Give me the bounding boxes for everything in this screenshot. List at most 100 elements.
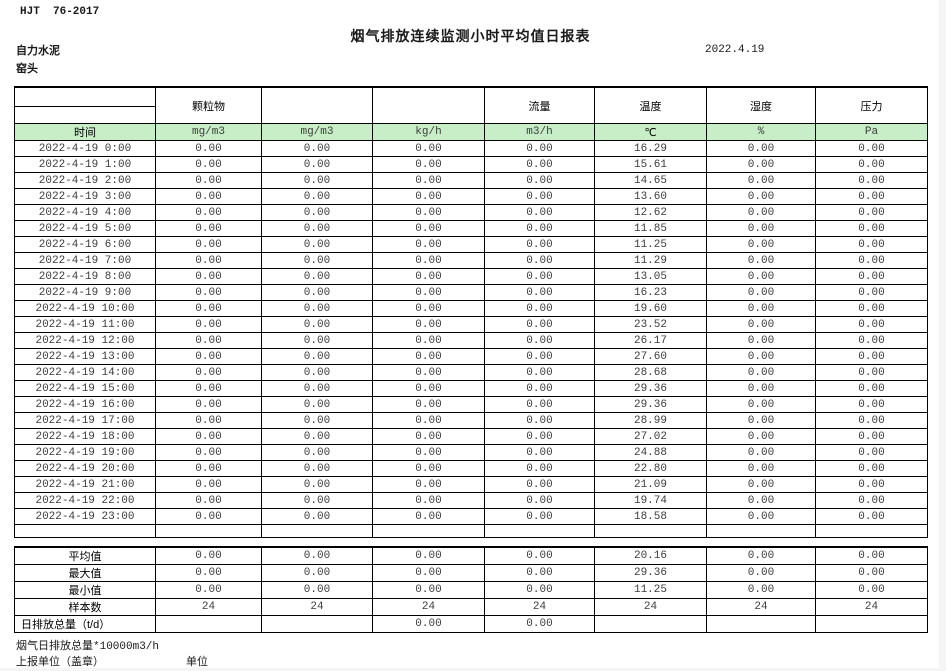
hourly-row: 2022-4-19 14:00 0.00 0.00 0.00 0.00 28.68 0.00… (14, 364, 928, 381)
value-cell: 0.00 (372, 396, 485, 413)
value-cell: 0.00 (261, 140, 373, 157)
value-cell: 0.00 (706, 300, 816, 317)
value-cell: 0.00 (484, 172, 595, 189)
time-cell: 2022-4-19 17:00 (14, 412, 156, 429)
value-cell: 0.00 (261, 508, 373, 525)
value-cell: 0.00 (372, 476, 485, 493)
value-cell: 0.00 (815, 236, 928, 253)
value-cell: 0.00 (261, 252, 373, 269)
value-cell: 0.00 (706, 204, 816, 221)
value-cell: 21.09 (594, 476, 707, 493)
value-cell: 0.00 (261, 268, 373, 285)
value-cell: 0.00 (261, 156, 373, 173)
value-cell: 0.00 (372, 204, 485, 221)
hourly-row: 2022-4-19 0:00 0.00 0.00 0.00 0.00 16.29 0.00 0… (14, 140, 928, 157)
value-cell: 0.00 (484, 140, 595, 157)
value-cell: 0.00 (372, 380, 485, 397)
summary-value: 20.16 (594, 546, 707, 565)
summary-value: 0.00 (261, 564, 373, 582)
value-cell: 12.62 (594, 204, 707, 221)
value-cell: 0.00 (155, 444, 262, 461)
value-cell: 0.00 (155, 284, 262, 301)
value-cell: 0.00 (706, 476, 816, 493)
summary-value (261, 615, 373, 633)
value-cell: 0.00 (261, 396, 373, 413)
value-cell: 16.29 (594, 140, 707, 157)
hourly-row: 2022-4-19 22:00 0.00 0.00 0.00 0.00 19.74 0.00… (14, 492, 928, 509)
value-cell: 0.00 (706, 396, 816, 413)
value-cell: 0.00 (261, 300, 373, 317)
blank-cell (155, 524, 262, 538)
hourly-row: 2022-4-19 18:00 0.00 0.00 0.00 0.00 27.02 0.00… (14, 428, 928, 445)
hourly-row: 2022-4-19 23:00 0.00 0.00 0.00 0.00 18.58 0.00… (14, 508, 928, 525)
value-cell: 11.25 (594, 236, 707, 253)
col-group-blank-2 (372, 86, 485, 124)
value-cell: 0.00 (261, 284, 373, 301)
unit-m3-h: m3/h (484, 123, 595, 141)
hourly-row: 2022-4-19 2:00 0.00 0.00 0.00 0.00 14.65 0.00 0… (14, 172, 928, 189)
value-cell: 0.00 (372, 172, 485, 189)
value-cell: 0.00 (815, 476, 928, 493)
summary-label: 平均值 (14, 546, 156, 565)
value-cell: 0.00 (815, 508, 928, 525)
summary-value (815, 615, 928, 633)
value-cell: 0.00 (706, 332, 816, 349)
value-cell: 0.00 (155, 332, 262, 349)
value-cell: 0.00 (155, 348, 262, 365)
value-cell: 0.00 (372, 444, 485, 461)
hourly-row: 2022-4-19 9:00 0.00 0.00 0.00 0.00 16.23 0.00 0… (14, 284, 928, 301)
value-cell: 0.00 (484, 300, 595, 317)
summary-value: 0.00 (261, 546, 373, 565)
time-cell: 2022-4-19 2:00 (14, 172, 156, 189)
value-cell: 0.00 (815, 444, 928, 461)
header-blank-top (14, 86, 156, 107)
value-cell: 0.00 (484, 156, 595, 173)
time-cell: 2022-4-19 15:00 (14, 380, 156, 397)
hourly-row: 2022-4-19 6:00 0.00 0.00 0.00 0.00 11.25 0.00 0… (14, 236, 928, 253)
time-cell: 2022-4-19 12:00 (14, 332, 156, 349)
daily-total-note: 烟气日排放总量*10000m3/h (16, 641, 160, 653)
time-cell: 2022-4-19 16:00 (14, 396, 156, 413)
value-cell: 0.00 (261, 204, 373, 221)
summary-table: 平均值 0.00 0.00 0.00 0.00 20.16 0.00 0.00 最大值 0.00 0… (14, 546, 928, 633)
unit-percent: % (706, 123, 816, 141)
value-cell: 27.60 (594, 348, 707, 365)
value-cell: 0.00 (706, 252, 816, 269)
value-cell: 0.00 (155, 316, 262, 333)
hourly-row: 2022-4-19 19:00 0.00 0.00 0.00 0.00 24.88 0.00… (14, 444, 928, 461)
summary-value: 24 (815, 598, 928, 616)
value-cell: 0.00 (815, 492, 928, 509)
hourly-row: 2022-4-19 17:00 0.00 0.00 0.00 0.00 28.99 0.00… (14, 412, 928, 429)
value-cell: 0.00 (815, 156, 928, 173)
value-cell: 0.00 (261, 380, 373, 397)
time-cell: 2022-4-19 14:00 (14, 364, 156, 381)
blank-cell (261, 524, 373, 538)
hourly-row: 2022-4-19 20:00 0.00 0.00 0.00 0.00 22.80 0.00… (14, 460, 928, 477)
value-cell: 0.00 (484, 492, 595, 509)
value-cell: 0.00 (706, 188, 816, 205)
summary-value (706, 615, 816, 633)
summary-value: 0.00 (706, 546, 816, 565)
time-cell: 2022-4-19 4:00 (14, 204, 156, 221)
value-cell: 0.00 (372, 428, 485, 445)
value-cell: 0.00 (155, 300, 262, 317)
page-edge-bottom (0, 668, 946, 671)
value-cell: 0.00 (372, 316, 485, 333)
reporting-unit-label: 上报单位（盖章） (16, 656, 104, 668)
hourly-row: 2022-4-19 15:00 0.00 0.00 0.00 0.00 29.36 0.00… (14, 380, 928, 397)
value-cell: 0.00 (706, 284, 816, 301)
blank-cell (706, 524, 816, 538)
time-cell: 2022-4-19 1:00 (14, 156, 156, 173)
value-cell: 0.00 (372, 492, 485, 509)
summary-value: 24 (706, 598, 816, 616)
summary-value: 0.00 (706, 564, 816, 582)
value-cell: 14.65 (594, 172, 707, 189)
summary-value: 0.00 (484, 564, 595, 582)
value-cell: 0.00 (706, 156, 816, 173)
hourly-row: 2022-4-19 16:00 0.00 0.00 0.00 0.00 29.36 0.00… (14, 396, 928, 413)
time-cell: 2022-4-19 7:00 (14, 252, 156, 269)
value-cell: 0.00 (815, 316, 928, 333)
value-cell: 0.00 (815, 284, 928, 301)
value-cell: 0.00 (706, 316, 816, 333)
value-cell: 0.00 (261, 172, 373, 189)
